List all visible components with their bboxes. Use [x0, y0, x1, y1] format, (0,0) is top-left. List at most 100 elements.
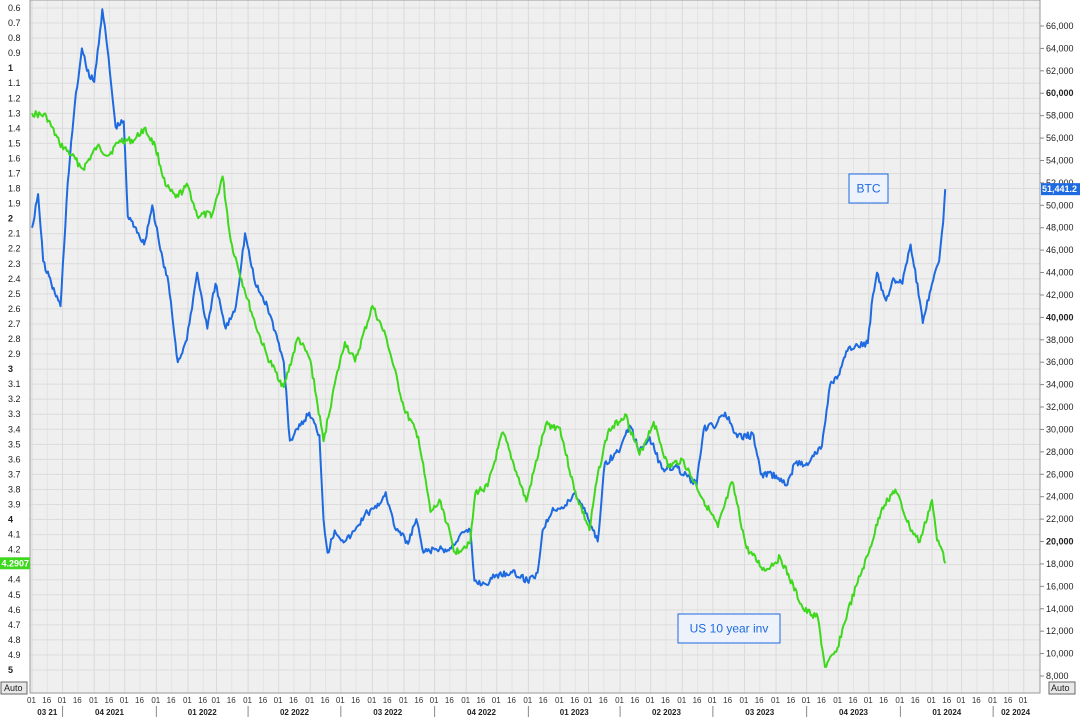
right-tick-label: 26,000: [1046, 469, 1074, 479]
x-quarter-label: 02 2023: [652, 708, 681, 717]
auto-button-right[interactable]: Auto: [1048, 681, 1076, 695]
right-axis: 8,000 10,000 12,000 14,000 16,000 18,000 20,00…: [1040, 21, 1074, 681]
annotation-box-btc: [848, 173, 889, 204]
left-tick-label: 1.4: [8, 123, 21, 133]
right-tick-label: 48,000: [1046, 223, 1074, 233]
right-tick-label: 64,000: [1046, 43, 1074, 53]
x-tick-label: 01: [895, 696, 904, 705]
x-tick-label: 16: [73, 696, 82, 705]
left-tick-label: 2.2: [8, 244, 21, 254]
x-tick-label: 16: [972, 696, 981, 705]
left-tick-label: 4.2: [8, 545, 21, 555]
x-tick-label: 01: [89, 696, 98, 705]
right-tick-label: 52,000: [1046, 178, 1074, 188]
x-tick-label: 16: [817, 696, 826, 705]
left-tick-label: 3.6: [8, 454, 21, 464]
plot-frame: [29, 0, 1041, 694]
x-tick-label: 01: [927, 696, 936, 705]
x-quarter-label: 01 2024: [932, 708, 961, 717]
left-tick-label: 5: [8, 665, 13, 675]
x-tick-label: 16: [135, 696, 144, 705]
annotation-label-btc: BTC: [857, 182, 881, 196]
left-tick-label: 3.5: [8, 439, 21, 449]
x-tick-label: 16: [630, 696, 639, 705]
right-tick-label: 40,000: [1046, 312, 1074, 322]
x-tick-label: 01: [555, 696, 564, 705]
x-tick-label: 01: [646, 696, 655, 705]
left-axis: 0.6 0.7 0.8 0.9 1 1.1 1.2 1.3 1.4 1.5 1.6 1.7 1.8 1.9…: [8, 3, 21, 675]
left-tick-label: 2.6: [8, 304, 21, 314]
x-tick-label: 16: [258, 696, 267, 705]
x-tick-label: 01: [864, 696, 873, 705]
left-tick-label: 4.4: [8, 575, 21, 585]
x-tick-label: 16: [507, 696, 516, 705]
left-tick-label: 4.7: [8, 620, 21, 630]
x-tick-label: 16: [321, 696, 330, 705]
right-tick-label: 50,000: [1046, 200, 1074, 210]
right-tick-label: 10,000: [1046, 649, 1074, 659]
x-tick-label: 01: [58, 696, 67, 705]
x-quarter-label: 04 2022: [467, 708, 496, 717]
left-tick-label: 0.9: [8, 48, 21, 58]
left-tick-label: 3.3: [8, 409, 21, 419]
auto-button-left[interactable]: Auto: [0, 681, 28, 695]
left-tick-label: 3.4: [8, 424, 21, 434]
left-tick-label: 0.7: [8, 18, 21, 28]
left-tick-label: 4.5: [8, 590, 21, 600]
right-tick-label: 54,000: [1046, 155, 1074, 165]
x-tick-label: 16: [599, 696, 608, 705]
x-tick-label: 16: [693, 696, 702, 705]
left-tick-label: 2.9: [8, 349, 21, 359]
left-tick-label: 3.9: [8, 500, 21, 510]
x-tick-label: 01: [367, 696, 376, 705]
series-layer: [31, 8, 947, 668]
x-tick-label: 01: [243, 696, 252, 705]
right-tick-label: 32,000: [1046, 402, 1074, 412]
right-tick-label: 16,000: [1046, 581, 1074, 591]
left-tick-label: 2: [8, 214, 13, 224]
x-tick-label: 01: [336, 696, 345, 705]
left-tick-label: 1.7: [8, 169, 21, 179]
left-tick-label: 1.8: [8, 184, 21, 194]
left-tick-label: 2.8: [8, 334, 21, 344]
x-tick-label: 16: [383, 696, 392, 705]
annotation-box-us10y: [677, 613, 781, 644]
left-tick-label: 2.4: [8, 274, 21, 284]
right-tick-label: 36,000: [1046, 357, 1074, 367]
x-tick-label: 01: [120, 696, 129, 705]
x-axis: 01 16 01 16 01 16 01 16 01 16 01 16 01 16 01 16 01 16 01 16…: [27, 696, 1031, 717]
x-tick-label: 16: [104, 696, 113, 705]
left-tick-label: 1.1: [8, 78, 21, 88]
x-tick-label: 01: [274, 696, 283, 705]
right-tick-label: 62,000: [1046, 66, 1074, 76]
x-tick-label: 16: [1003, 696, 1012, 705]
x-tick-label: 16: [414, 696, 423, 705]
x-tick-label: 16: [227, 696, 236, 705]
left-tick-label: 4.6: [8, 605, 21, 615]
left-tick-label: 1.9: [8, 199, 21, 209]
left-tick-label: 2.7: [8, 319, 21, 329]
right-tick-label: 24,000: [1046, 492, 1074, 502]
right-tick-label: 20,000: [1046, 537, 1074, 547]
x-tick-label: 16: [849, 696, 858, 705]
right-tick-label: 44,000: [1046, 268, 1074, 278]
x-tick-label: 16: [661, 696, 670, 705]
left-tick-label: 4.1: [8, 530, 21, 540]
x-tick-label: 01: [430, 696, 439, 705]
x-tick-label: 16: [167, 696, 176, 705]
us10y-inv-line: [31, 110, 947, 668]
btc-line: [31, 8, 947, 587]
right-tick-label: 22,000: [1046, 514, 1074, 524]
plot-background: [30, 0, 1040, 693]
left-tick-label: 3.1: [8, 379, 21, 389]
left-tick-label: 3.8: [8, 484, 21, 494]
x-tick-label: 16: [42, 696, 51, 705]
right-tick-label: 18,000: [1046, 559, 1074, 569]
x-tick-label: 16: [351, 696, 360, 705]
x-tick-label: 01: [211, 696, 220, 705]
left-tick-label: 1.2: [8, 93, 21, 103]
right-tick-label: 46,000: [1046, 245, 1074, 255]
right-tick-label: 66,000: [1046, 21, 1074, 31]
